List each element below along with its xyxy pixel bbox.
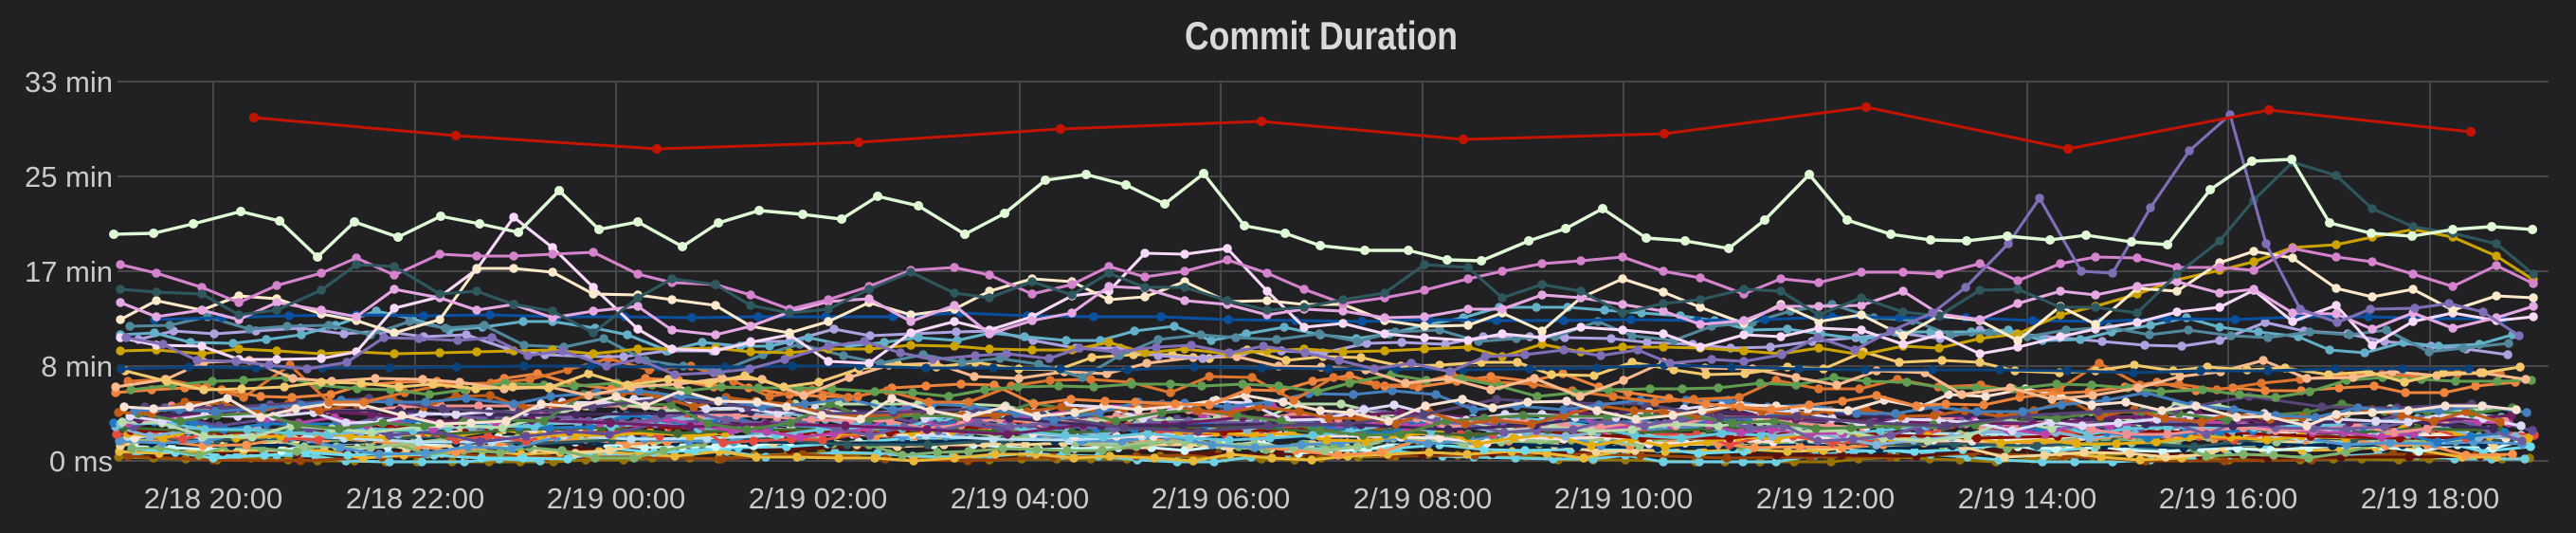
svg-text:2/18 20:00: 2/18 20:00 (144, 482, 283, 515)
svg-text:33 min: 33 min (25, 65, 113, 99)
svg-text:2/19 12:00: 2/19 12:00 (1756, 482, 1896, 515)
svg-text:2/19 08:00: 2/19 08:00 (1353, 482, 1493, 515)
svg-text:2/19 18:00: 2/19 18:00 (2361, 482, 2500, 515)
svg-text:2/19 04:00: 2/19 04:00 (951, 482, 1090, 515)
svg-text:2/19 14:00: 2/19 14:00 (1958, 482, 2097, 515)
svg-text:2/19 10:00: 2/19 10:00 (1554, 482, 1694, 515)
svg-text:0 ms: 0 ms (49, 445, 113, 478)
svg-text:17 min: 17 min (25, 255, 113, 288)
svg-text:2/19 16:00: 2/19 16:00 (2159, 482, 2298, 515)
svg-text:Commit Duration: Commit Duration (1185, 13, 1458, 58)
svg-text:8 min: 8 min (41, 350, 113, 383)
svg-text:25 min: 25 min (25, 160, 113, 193)
svg-text:2/19 02:00: 2/19 02:00 (749, 482, 888, 515)
svg-text:2/19 06:00: 2/19 06:00 (1152, 482, 1291, 515)
svg-text:2/19 00:00: 2/19 00:00 (547, 482, 686, 515)
svg-text:2/18 22:00: 2/18 22:00 (346, 482, 485, 515)
